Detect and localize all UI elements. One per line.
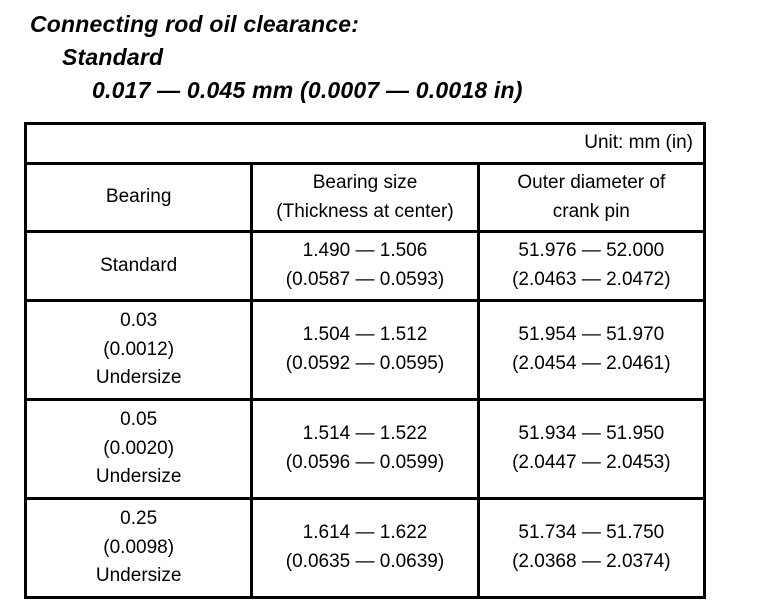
unit-label: Unit: mm (in) <box>24 122 706 165</box>
col-header-bearing: Bearing <box>23 162 254 233</box>
col-header-bearing-size: Bearing size (Thickness at center) <box>250 162 480 233</box>
spec-heading-standard-label: Standard <box>62 44 164 70</box>
table-row-standard: Standard 1.490 — 1.506 (0.0587 — 0.0593)… <box>23 230 707 302</box>
table-row-undersize-005: 0.05 (0.0020) Undersize 1.514 — 1.522 (0… <box>23 398 707 500</box>
spec-heading-standard-value: 0.017 — 0.045 mm (0.0007 — 0.0018 in) <box>92 77 523 103</box>
cell-bearing: 0.05 (0.0020) Undersize <box>23 398 254 500</box>
cell-bearing-size: 1.490 — 1.506 (0.0587 — 0.0593) <box>250 230 480 302</box>
table-row-undersize-025: 0.25 (0.0098) Undersize 1.614 — 1.622 (0… <box>23 497 707 599</box>
table-row-undersize-003: 0.03 (0.0012) Undersize 1.504 — 1.512 (0… <box>23 299 707 401</box>
unit-row: Unit: mm (in) <box>24 122 706 165</box>
cell-crank-pin: 51.954 — 51.970 (2.0454 — 2.0461) <box>476 299 707 401</box>
col-header-crank-pin-diameter: Outer diameter of crank pin <box>476 162 707 233</box>
cell-crank-pin: 51.734 — 51.750 (2.0368 — 2.0374) <box>476 497 707 599</box>
cell-bearing: 0.03 (0.0012) Undersize <box>23 299 254 401</box>
cell-bearing-size: 1.504 — 1.512 (0.0592 — 0.0595) <box>250 299 480 401</box>
spec-heading-title: Connecting rod oil clearance: <box>30 11 360 37</box>
spec-table: Unit: mm (in) Bearing Bearing size (Thic… <box>23 122 707 599</box>
cell-crank-pin: 51.934 — 51.950 (2.0447 — 2.0453) <box>476 398 707 500</box>
cell-bearing-size: 1.514 — 1.522 (0.0596 — 0.0599) <box>250 398 480 500</box>
cell-crank-pin: 51.976 — 52.000 (2.0463 — 2.0472) <box>476 230 707 302</box>
spec-heading: Connecting rod oil clearance: Standard 0… <box>30 8 523 107</box>
cell-bearing: Standard <box>23 230 254 302</box>
table-header-row: Bearing Bearing size (Thickness at cente… <box>23 162 707 233</box>
cell-bearing-size: 1.614 — 1.622 (0.0635 — 0.0639) <box>250 497 480 599</box>
cell-bearing: 0.25 (0.0098) Undersize <box>23 497 254 599</box>
